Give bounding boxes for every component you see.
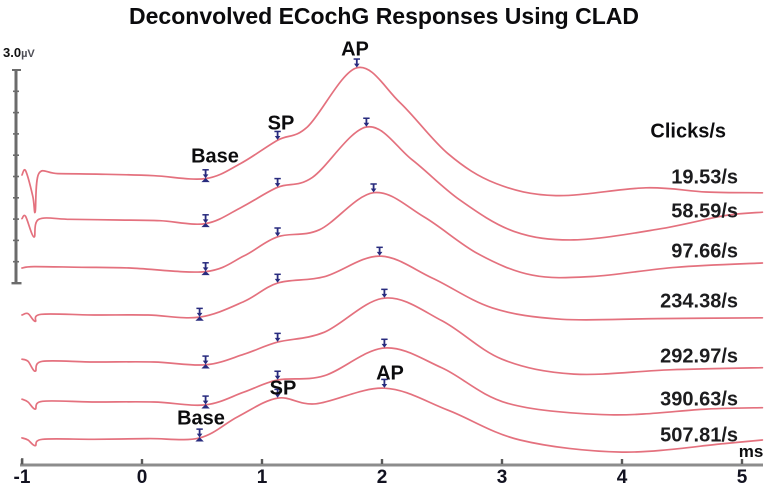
ap-marker-58.59/s bbox=[363, 117, 370, 127]
x-axis-tick bbox=[620, 459, 624, 464]
ap-marker-390.63/s bbox=[381, 338, 388, 348]
base-marker-292.97/s bbox=[201, 355, 210, 369]
x-axis-tick bbox=[500, 459, 504, 464]
base-marker-507.81/s bbox=[195, 428, 204, 442]
rate-label-234.38/s: 234.38/s bbox=[660, 290, 738, 313]
scale-unit: µV bbox=[21, 48, 35, 60]
ap-marker-507.81/s bbox=[381, 378, 388, 388]
sp-marker-390.63/s bbox=[274, 370, 281, 380]
rate-label-97.66/s: 97.66/s bbox=[671, 240, 738, 263]
x-tick-label--1: -1 bbox=[13, 467, 31, 488]
sp-marker-507.81/s bbox=[274, 388, 281, 398]
ap-marker-97.66/s bbox=[370, 183, 377, 193]
rate-label-390.63/s: 390.63/s bbox=[660, 388, 738, 411]
x-axis-tick bbox=[20, 459, 24, 464]
x-axis-tick bbox=[740, 459, 744, 464]
annotation-base-2: Base bbox=[191, 145, 239, 168]
x-tick-label-1: 1 bbox=[256, 467, 268, 488]
rate-label-58.59/s: 58.59/s bbox=[671, 200, 738, 223]
annotation-sp-4: SP bbox=[269, 377, 297, 400]
base-marker-58.59/s bbox=[201, 214, 210, 228]
sp-marker-234.38/s bbox=[274, 273, 281, 283]
annotation-ap-3: AP bbox=[376, 362, 404, 385]
x-tick-label-5: 5 bbox=[736, 467, 748, 488]
ap-marker-292.97/s bbox=[381, 288, 388, 298]
x-axis-unit-label: ms bbox=[738, 442, 764, 461]
x-tick-label-3: 3 bbox=[496, 467, 508, 488]
sp-marker-19.53/s bbox=[274, 130, 281, 140]
legend-header: Clicks/s bbox=[650, 120, 726, 143]
ecochg-trace-234.38/s bbox=[21, 255, 764, 323]
x-axis bbox=[20, 458, 763, 467]
sp-marker-58.59/s bbox=[274, 177, 281, 188]
x-axis-tick bbox=[380, 459, 384, 464]
scale-value: 3.0 bbox=[3, 45, 22, 60]
ecochg-trace-292.97/s bbox=[21, 297, 764, 376]
base-marker-390.63/s bbox=[201, 395, 210, 409]
rate-label-292.97/s: 292.97/s bbox=[660, 345, 738, 368]
amplitude-scale-label: 3.0µV bbox=[3, 44, 35, 62]
ecochg-trace-58.59/s bbox=[21, 126, 764, 241]
base-marker-19.53/s bbox=[201, 169, 210, 183]
annotation-sp-1: SP bbox=[267, 112, 295, 135]
sp-marker-97.66/s bbox=[274, 227, 281, 237]
amplitude-scale-bar bbox=[11, 69, 22, 285]
x-axis-tick bbox=[260, 459, 264, 464]
rate-label-507.81/s: 507.81/s bbox=[660, 424, 738, 447]
base-marker-97.66/s bbox=[201, 262, 210, 276]
sp-marker-292.97/s bbox=[274, 332, 281, 342]
base-marker-234.38/s bbox=[195, 307, 204, 321]
x-tick-label-2: 2 bbox=[376, 467, 388, 488]
rate-label-19.53/s: 19.53/s bbox=[671, 166, 738, 189]
ecochg-trace-97.66/s bbox=[21, 191, 764, 279]
x-axis-tick bbox=[140, 459, 144, 464]
ap-marker-19.53/s bbox=[353, 58, 360, 68]
annotation-ap-0: AP bbox=[341, 38, 369, 61]
x-tick-label-4: 4 bbox=[616, 467, 628, 488]
ecochg-trace-19.53/s bbox=[21, 66, 764, 214]
annotation-base-5: Base bbox=[177, 407, 225, 430]
x-tick-label-0: 0 bbox=[136, 467, 148, 488]
chart-title: Deconvolved ECochG Responses Using CLAD bbox=[129, 3, 639, 29]
ap-marker-234.38/s bbox=[376, 246, 383, 256]
ecochg-trace-390.63/s bbox=[21, 347, 764, 416]
ecochg-trace-507.81/s bbox=[21, 387, 764, 453]
